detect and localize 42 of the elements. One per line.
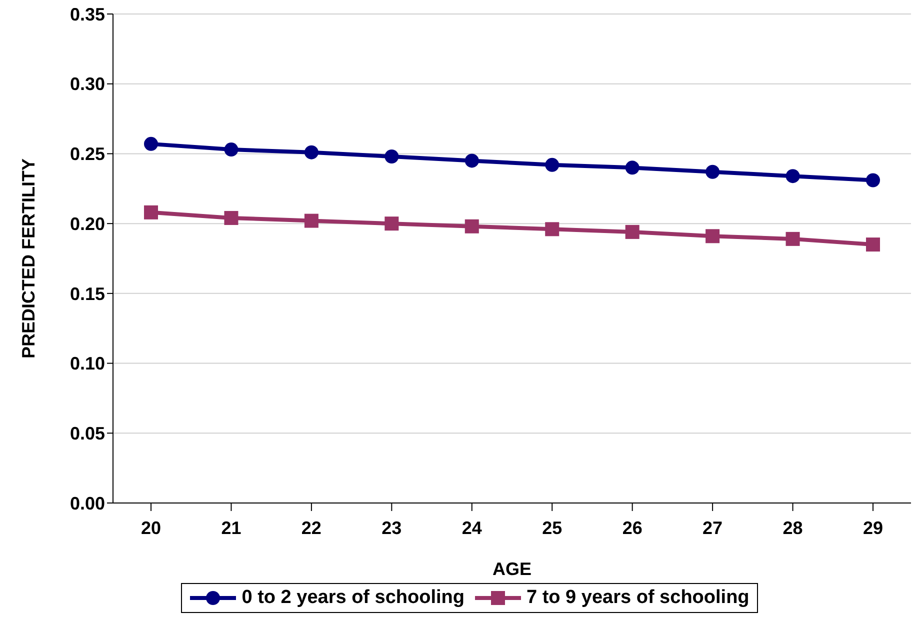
- point: [464, 154, 479, 168]
- x-tick-label: 26: [622, 518, 642, 538]
- point: [786, 232, 800, 246]
- y-tick-label: 0.30: [70, 74, 105, 94]
- y-tick-label: 0.20: [70, 214, 105, 234]
- y-tick-label: 0.15: [70, 284, 105, 304]
- x-tick-label: 21: [221, 518, 242, 538]
- y-tick-label: 0.10: [70, 354, 105, 374]
- legend-label: 7 to 9 years of schooling: [526, 587, 750, 609]
- x-tick-label: 28: [782, 518, 803, 538]
- point: [384, 216, 399, 231]
- x-tick-label: 29: [862, 518, 884, 538]
- y-axis-title: PREDICTED FERTILITY: [18, 158, 38, 359]
- point: [706, 164, 720, 179]
- point: [384, 150, 399, 164]
- x-tick-label: 27: [702, 518, 723, 538]
- point: [625, 160, 640, 175]
- point: [545, 158, 560, 172]
- point: [786, 169, 800, 184]
- y-tick-label: 0.35: [70, 4, 105, 24]
- point: [625, 224, 640, 239]
- point: [706, 229, 720, 244]
- y-tick-label: 0.25: [70, 144, 105, 164]
- point: [144, 205, 158, 220]
- point: [224, 142, 238, 157]
- y-tick-label: 0.05: [70, 424, 105, 444]
- point: [866, 238, 880, 252]
- point: [866, 173, 880, 188]
- x-tick-label: 24: [462, 518, 482, 538]
- x-axis-title: AGE: [492, 559, 532, 579]
- point: [304, 214, 318, 228]
- legend-label: 0 to 2 years of schooling: [242, 587, 464, 609]
- point: [464, 219, 479, 234]
- point: [304, 145, 318, 160]
- x-tick-label: 22: [301, 518, 322, 538]
- y-tick-label: 0.00: [70, 493, 105, 514]
- x-tick-label: 20: [140, 518, 162, 538]
- x-tick-label: 25: [542, 518, 562, 538]
- point: [224, 210, 238, 225]
- x-tick-label: 23: [382, 518, 402, 538]
- point: [545, 222, 560, 236]
- point: [144, 136, 158, 151]
